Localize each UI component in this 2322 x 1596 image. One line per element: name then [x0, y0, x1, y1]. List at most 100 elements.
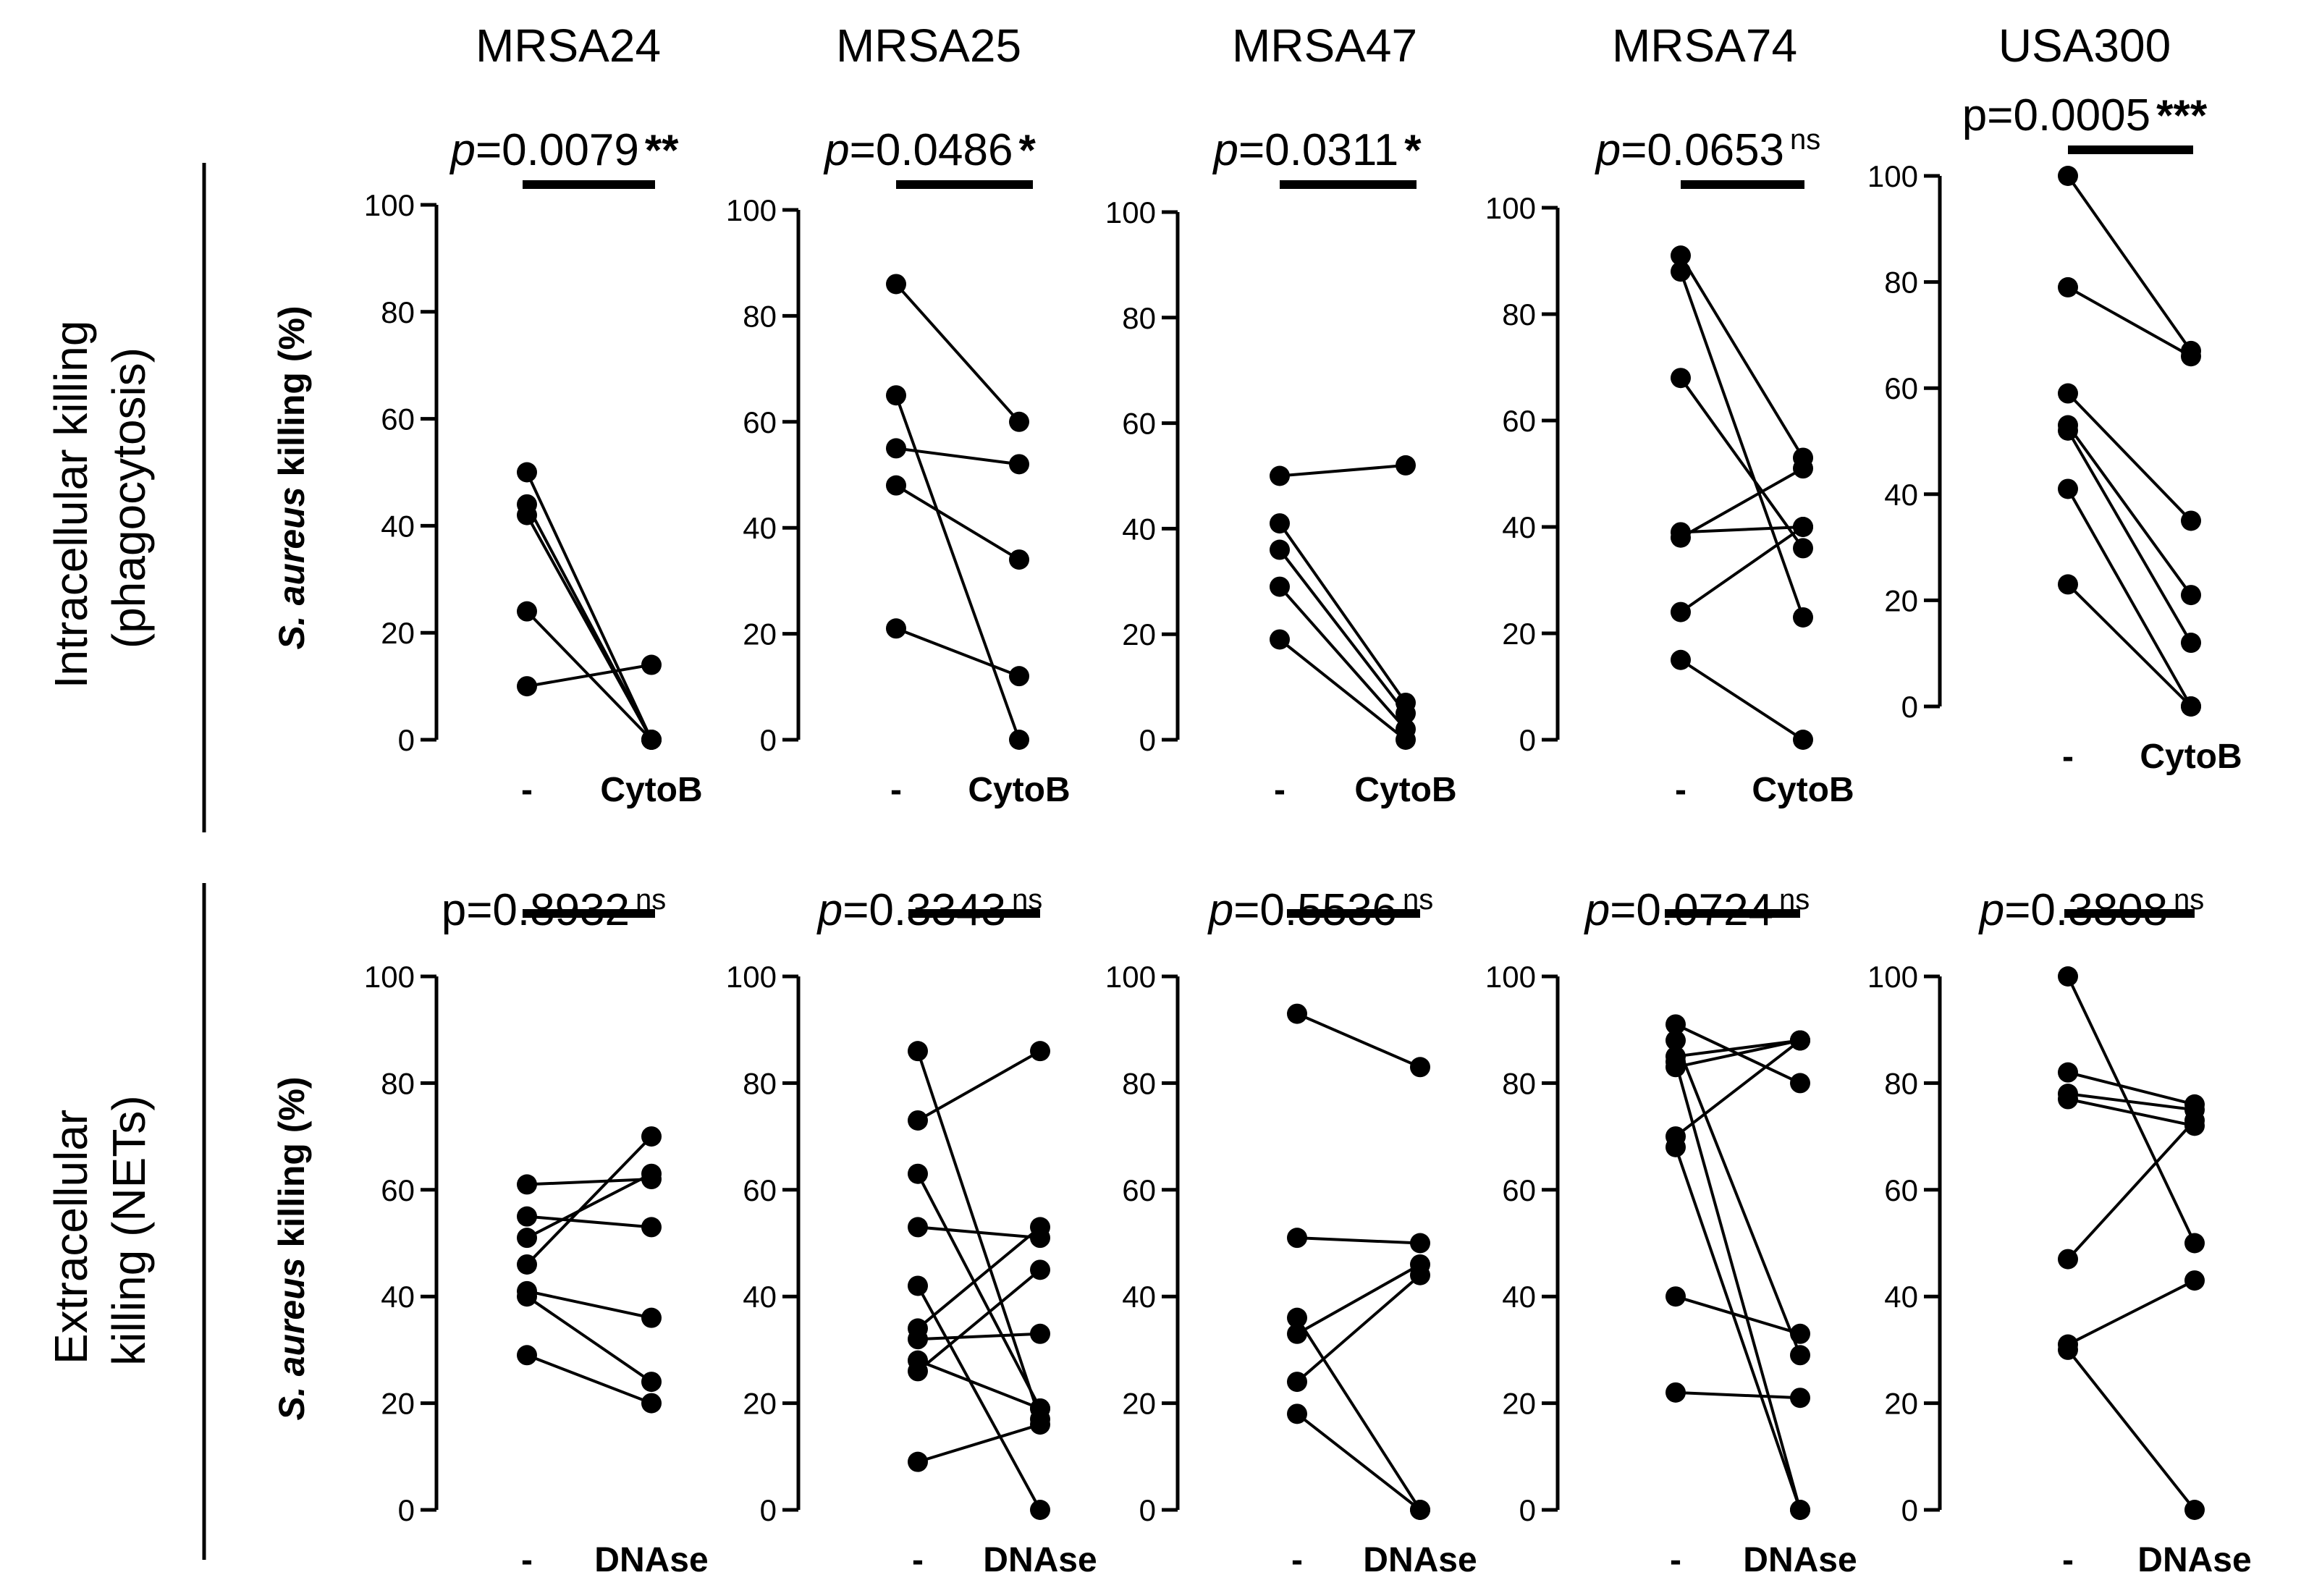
data-point-control [1671, 245, 1691, 266]
pair-line [525, 514, 653, 740]
p-value-number: =0.5536 [1233, 885, 1397, 935]
data-point-control [2058, 478, 2078, 499]
data-point-control [886, 475, 906, 496]
x-category-label: - [890, 771, 902, 809]
y-tick-label: 60 [1502, 404, 1536, 438]
x-category-label: DNAse [2137, 1541, 2251, 1579]
x-category-label: - [521, 1541, 533, 1579]
data-point-control [2058, 1062, 2078, 1083]
y-tick-label: 40 [1884, 478, 1918, 512]
y-tick-label: 80 [1122, 301, 1156, 335]
row-label-bottom: Extracellular killing (NETs) [45, 1095, 155, 1365]
x-category-label: - [2062, 1541, 2074, 1579]
x-category-label: CytoB [968, 771, 1070, 809]
data-point-control [2058, 574, 2078, 595]
pair-line [1674, 1061, 1802, 1511]
y-tick-label: 100 [1105, 195, 1156, 229]
pair-line [917, 1359, 1041, 1410]
p-value-prefix: p [1212, 125, 1238, 175]
y-axis-label-top-rest: killing (%) [271, 305, 312, 486]
y-tick-label: 100 [1485, 960, 1536, 994]
y-tick-label: 100 [726, 960, 777, 994]
y-tick-label: 20 [743, 617, 777, 651]
pair-line [1278, 522, 1407, 704]
data-point-treated [1793, 517, 1813, 537]
pair-line [1296, 1412, 1422, 1511]
pair-line [1296, 1317, 1422, 1511]
data-point-treated [1009, 730, 1029, 750]
data-point-control [2058, 383, 2078, 404]
data-point-treated [1410, 1500, 1430, 1520]
data-point-control [2058, 1089, 2078, 1110]
y-tick-label: 80 [1884, 266, 1918, 300]
data-point-treated [641, 1217, 662, 1238]
x-category-label: DNAse [983, 1541, 1097, 1579]
panel-mrsa47-extracellular: 0 20 40 60 80 100 - DNAse p=0.5536 ns [1105, 884, 1477, 1579]
x-category-label: CytoB [600, 771, 702, 809]
data-point-treated [2181, 585, 2201, 606]
data-point-treated [1793, 730, 1813, 750]
pair-line [2067, 1071, 2195, 1106]
data-point-control [1287, 1403, 1307, 1424]
pair-line [895, 447, 1020, 466]
y-tick-label: 60 [1502, 1173, 1536, 1207]
strain-header-mrsa24: MRSA24 [476, 20, 661, 72]
data-point-control [2058, 1339, 2078, 1360]
data-point-control [908, 1110, 928, 1131]
data-point-control [1665, 1030, 1686, 1051]
data-point-control [517, 462, 537, 483]
significance-label: ns [2174, 884, 2204, 916]
y-tick-label: 40 [381, 1280, 415, 1314]
pair-line [2066, 583, 2192, 708]
data-point-control [1665, 1057, 1686, 1078]
y-tick-label: 40 [1884, 1280, 1918, 1314]
panel-mrsa47-intracellular: 0 20 40 60 80 100 - CytoB p=0.0311 * [1105, 125, 1457, 809]
data-point-control [1665, 1136, 1686, 1157]
panel-mrsa25-intracellular: 0 20 40 60 80 100 - CytoB p=0.0486 * [726, 125, 1071, 809]
pair-line [916, 1285, 1042, 1511]
pair-line [917, 1332, 1041, 1341]
pair-line [2066, 488, 2192, 707]
data-point-control [1270, 513, 1290, 534]
data-point-treated [641, 1307, 662, 1328]
data-point-control [517, 1286, 537, 1307]
pair-line [895, 627, 1020, 678]
data-point-control [886, 618, 906, 639]
y-tick-label: 80 [743, 299, 777, 333]
x-category-label: CytoB [1354, 771, 1456, 809]
data-point-control [886, 274, 906, 295]
pair-line [526, 1354, 652, 1405]
y-tick-label: 100 [364, 188, 415, 222]
data-point-treated [1793, 538, 1813, 559]
y-tick-label: 60 [1122, 1173, 1156, 1207]
p-value-number: =0.3808 [2004, 885, 2168, 935]
y-tick-label: 80 [1502, 297, 1536, 332]
data-point-control [1671, 527, 1691, 548]
panel-usa300-intracellular: 0 20 40 60 80 100 - CytoB p=0.0005 *** [1867, 90, 2242, 776]
pair-line [2066, 424, 2192, 596]
y-tick-label: 20 [381, 616, 415, 650]
p-value-label: p=0.0005 *** [1962, 90, 2208, 140]
y-tick-label: 40 [743, 511, 777, 545]
data-point-treated [1410, 1233, 1430, 1254]
panel-mrsa74-intracellular: 0 20 40 60 80 100 - CytoB p=0.0653 ns [1485, 124, 1854, 809]
data-point-control [517, 1174, 537, 1195]
data-point-control [2058, 166, 2078, 186]
p-value-prefix: p [1207, 885, 1233, 935]
data-point-control [908, 1275, 928, 1296]
y-tick-label: 80 [381, 1066, 415, 1100]
data-point-control [1671, 368, 1691, 389]
significance-label: * [1018, 126, 1036, 174]
y-tick-label: 60 [1884, 1173, 1918, 1207]
data-point-treated [641, 1163, 662, 1184]
p-value-number: =0.0005 [1987, 90, 2150, 140]
p-value-number: =0.3343 [843, 885, 1006, 935]
data-point-control [908, 1217, 928, 1238]
p-value-label: p=0.5536 ns [1207, 884, 1434, 935]
y-tick-label: 100 [364, 960, 415, 994]
y-tick-label: 20 [743, 1387, 777, 1421]
data-point-control [517, 1345, 537, 1366]
row-label-top-line1: Intracellular killing [45, 321, 97, 689]
pair-line [526, 1215, 652, 1229]
y-tick-label: 100 [1105, 960, 1156, 994]
